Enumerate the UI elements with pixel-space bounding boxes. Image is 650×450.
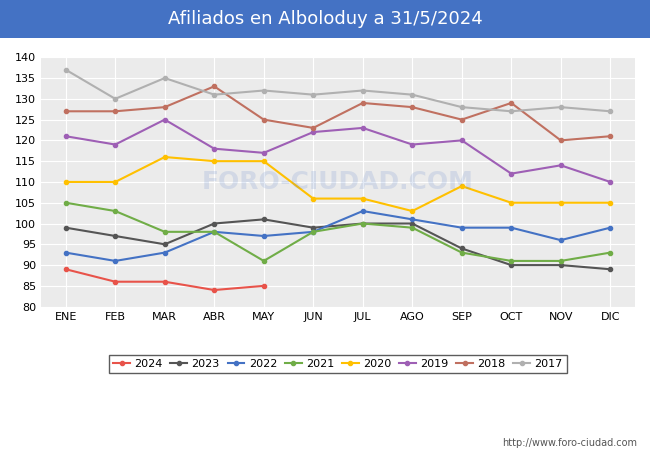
Text: FORO-CIUDAD.COM: FORO-CIUDAD.COM [202,170,474,194]
Text: http://www.foro-ciudad.com: http://www.foro-ciudad.com [502,438,637,448]
Legend: 2024, 2023, 2022, 2021, 2020, 2019, 2018, 2017: 2024, 2023, 2022, 2021, 2020, 2019, 2018… [109,355,567,374]
Text: Afiliados en Alboloduy a 31/5/2024: Afiliados en Alboloduy a 31/5/2024 [168,10,482,28]
